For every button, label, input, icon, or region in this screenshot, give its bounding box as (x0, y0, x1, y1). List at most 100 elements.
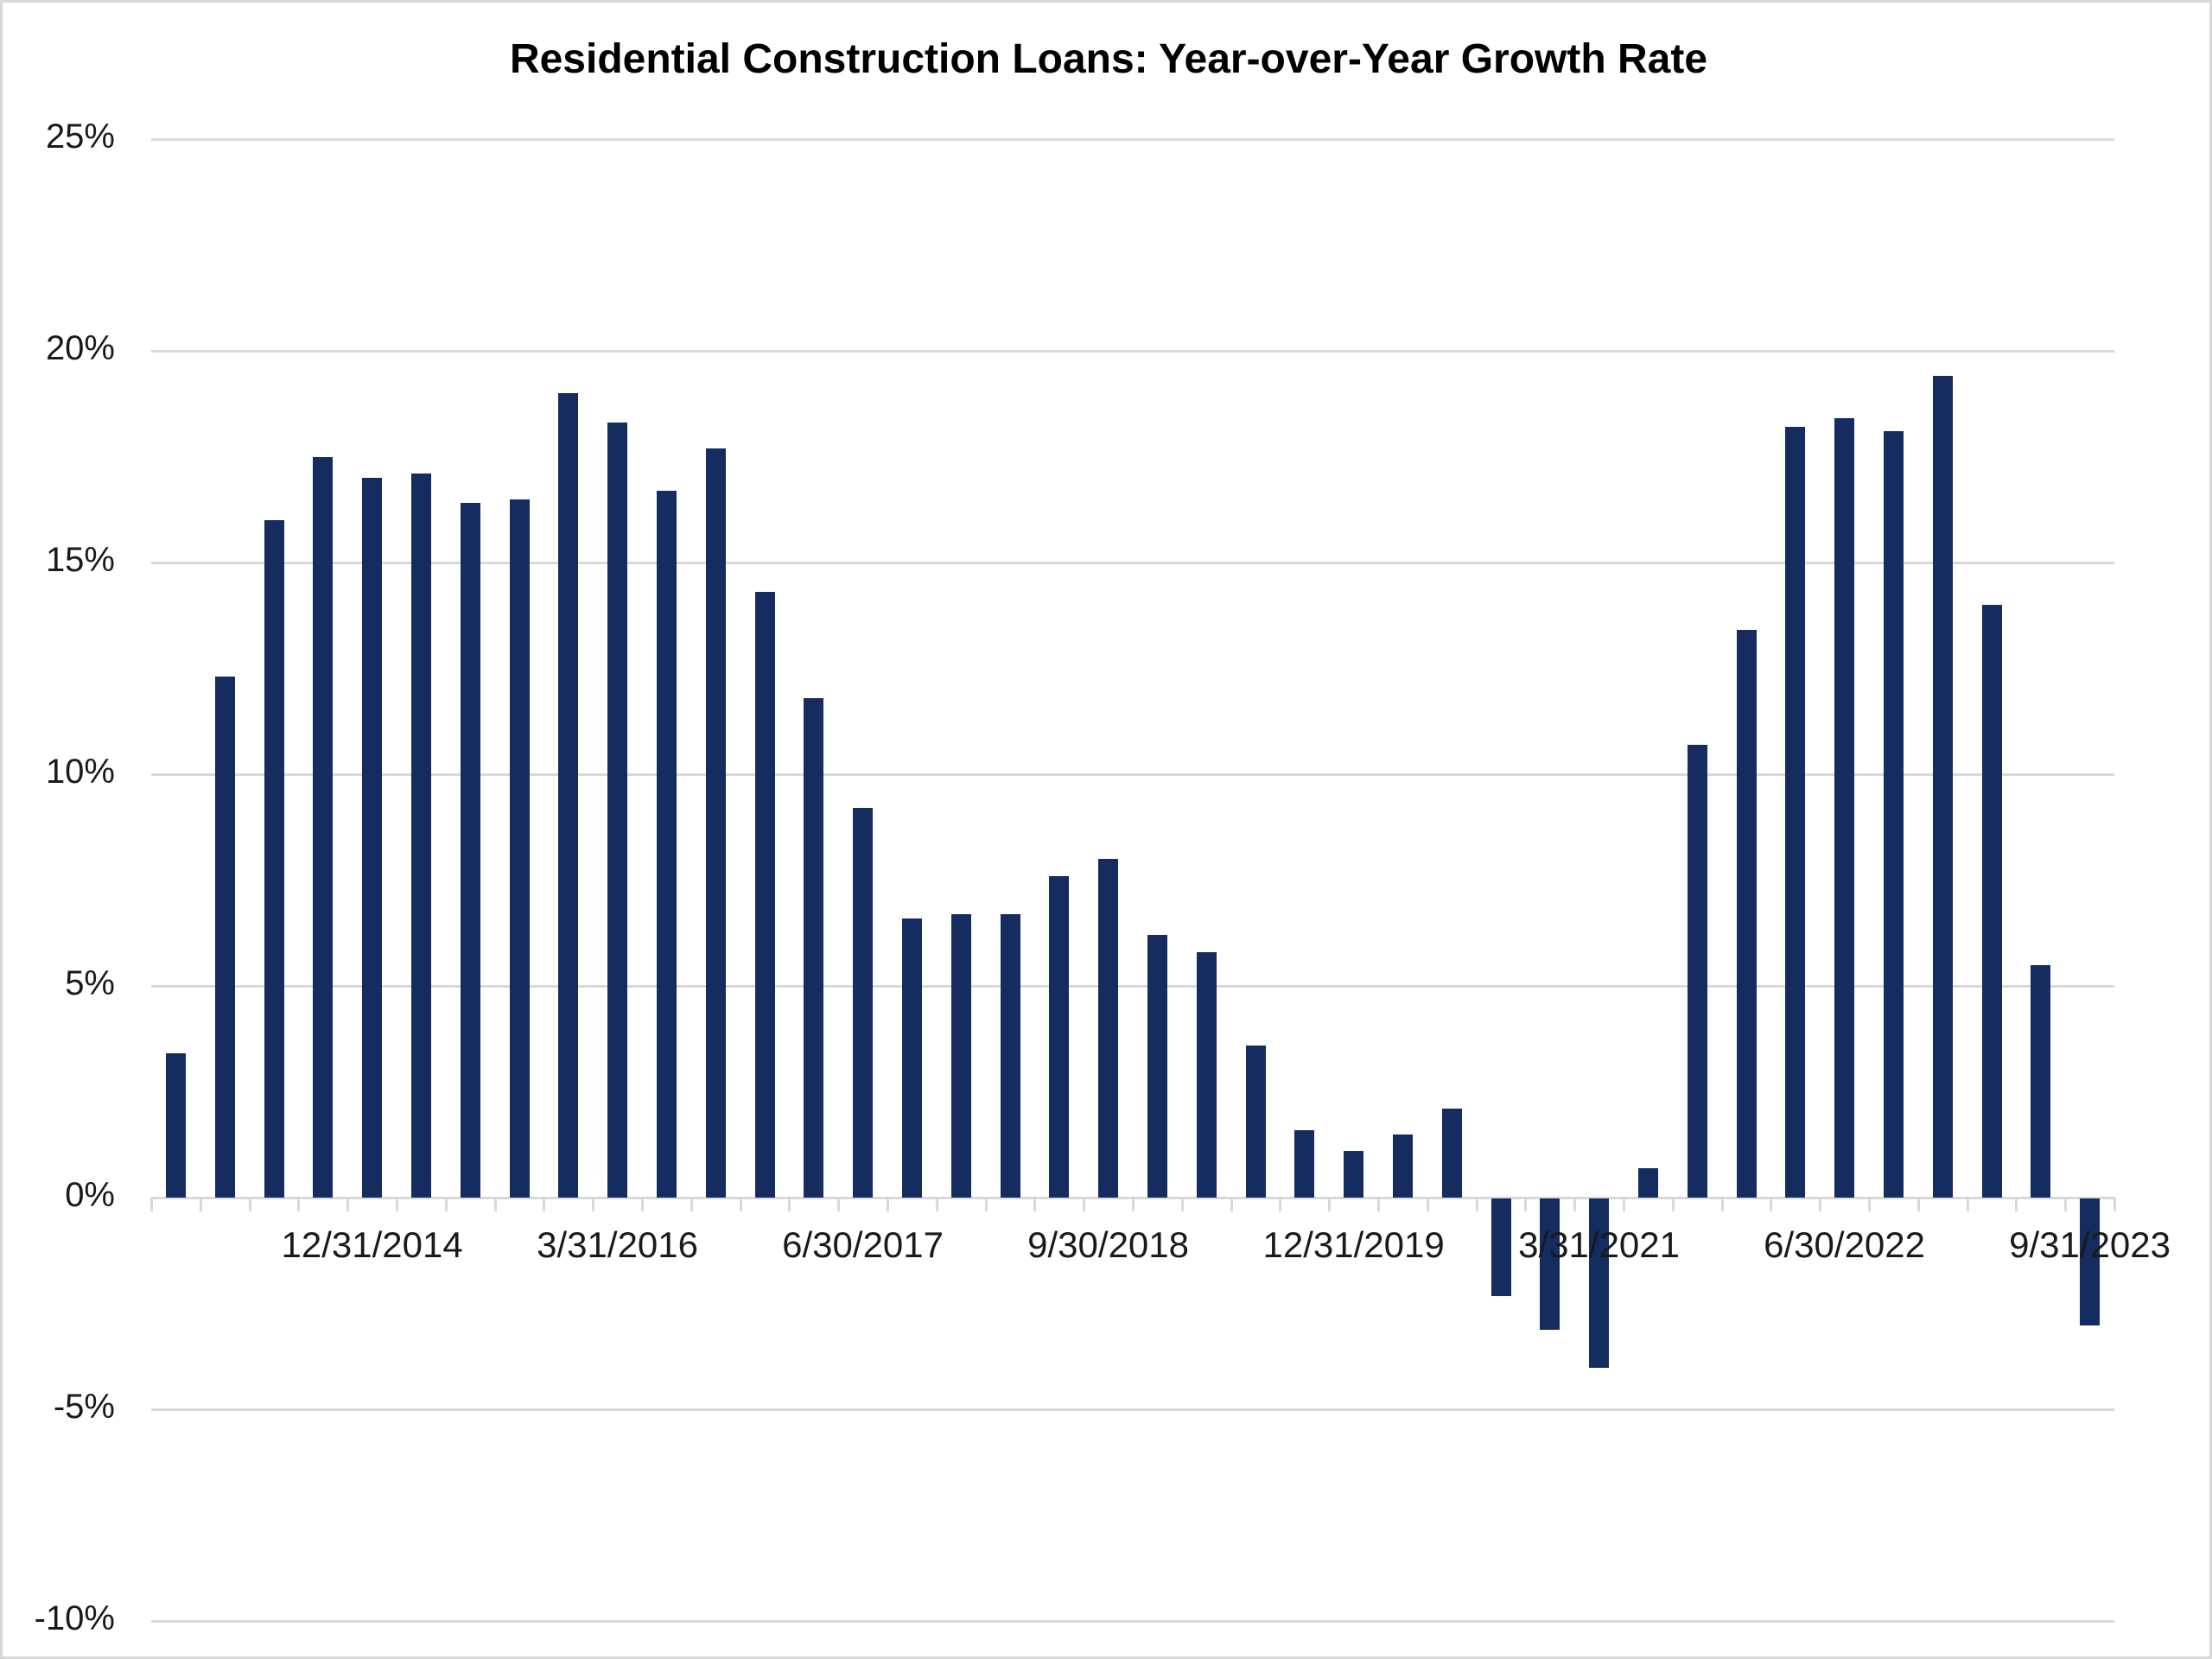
x-axis-tick (2113, 1198, 2116, 1211)
gridline (151, 350, 2114, 353)
x-axis-tick (1916, 1198, 1920, 1211)
bar (901, 918, 922, 1198)
gridline (151, 562, 2114, 564)
bar (165, 1053, 186, 1198)
y-axis-tick-label: 20% (45, 329, 115, 367)
x-axis-tick (2064, 1198, 2068, 1211)
bar (1637, 1167, 1658, 1198)
bar (509, 499, 530, 1198)
x-axis-tick (2015, 1198, 2018, 1211)
x-axis-tick (788, 1198, 791, 1211)
bar (264, 520, 284, 1198)
bar (1344, 1151, 1364, 1198)
bar (656, 490, 677, 1198)
x-axis-tick (1230, 1198, 1233, 1211)
x-axis-tick (444, 1198, 448, 1211)
x-axis-tick (935, 1198, 938, 1211)
x-axis-tick (1573, 1198, 1577, 1211)
bar (1834, 418, 1855, 1198)
gridline (151, 138, 2114, 141)
bar (853, 808, 874, 1198)
x-axis-tick (1868, 1198, 1871, 1211)
x-axis-tick (1770, 1198, 1773, 1211)
x-axis-tick (1966, 1198, 1969, 1211)
bar (1392, 1134, 1413, 1198)
bar (1000, 913, 1020, 1198)
bar (460, 503, 480, 1198)
bar (705, 448, 726, 1198)
bar (1785, 427, 1806, 1198)
bar (1589, 1198, 1610, 1368)
bar (1491, 1198, 1511, 1296)
bar (1540, 1198, 1560, 1330)
gridline (151, 1620, 2114, 1623)
bar (754, 592, 775, 1198)
x-axis-tick (1720, 1198, 1724, 1211)
x-axis-tick (1819, 1198, 1822, 1211)
y-axis-tick-label: 5% (65, 964, 115, 1002)
x-axis-tick (1132, 1198, 1135, 1211)
y-axis-tick-label: 25% (45, 118, 115, 156)
y-axis-tick-label: 10% (45, 753, 115, 791)
x-axis-tick-label: 3/31/2021 (1518, 1224, 1681, 1265)
bar (214, 677, 235, 1198)
x-axis-tick-label: 6/30/2017 (782, 1224, 944, 1265)
bar (1687, 744, 1707, 1198)
x-axis-tick (1623, 1198, 1625, 1211)
bar (1883, 431, 1904, 1198)
bar (1932, 376, 1953, 1198)
gridline (151, 1408, 2114, 1411)
x-axis-tick-label: 9/30/2018 (1027, 1224, 1190, 1265)
x-axis-tick (837, 1198, 841, 1211)
x-axis-tick (690, 1198, 693, 1211)
x-axis-tick (1279, 1198, 1282, 1211)
bar (1196, 951, 1217, 1198)
x-axis-tick (346, 1198, 350, 1211)
x-axis-tick-label: 12/31/2019 (1262, 1224, 1445, 1265)
x-axis-tick (1475, 1198, 1478, 1211)
bar (1147, 935, 1167, 1198)
bar (313, 456, 334, 1198)
bar (1981, 605, 2002, 1198)
x-axis-tick (1426, 1198, 1429, 1211)
x-axis-tick (1328, 1198, 1332, 1211)
bar (2080, 1198, 2101, 1325)
x-axis-tick (739, 1198, 742, 1211)
chart-title: Residential Construction Loans: Year-ove… (509, 36, 1708, 82)
x-axis-tick (592, 1198, 595, 1211)
x-axis-tick-label: 9/31/2023 (2009, 1224, 2171, 1265)
bar (1245, 1045, 1266, 1198)
x-axis-tick (1671, 1198, 1675, 1211)
y-axis-tick-label: 0% (65, 1176, 115, 1214)
x-axis-tick (887, 1198, 889, 1211)
x-axis-tick-label: 3/31/2016 (537, 1224, 699, 1265)
bar (1441, 1109, 1462, 1198)
x-axis-tick (493, 1198, 497, 1211)
y-axis-tick-label: 15% (45, 541, 115, 579)
bar (362, 478, 383, 1198)
bar (410, 474, 431, 1198)
y-axis-tick-label: -10% (34, 1599, 115, 1637)
bar (950, 913, 971, 1198)
x-axis-tick-label: 12/31/2014 (281, 1224, 463, 1265)
x-axis-tick (150, 1198, 153, 1211)
x-axis-tick (984, 1198, 988, 1211)
bar (2031, 964, 2051, 1198)
x-axis-tick (1033, 1198, 1037, 1211)
x-axis-tick (1377, 1198, 1380, 1211)
bar (607, 423, 628, 1198)
bar (1049, 875, 1070, 1198)
x-axis-tick (543, 1198, 546, 1211)
x-axis-tick (1524, 1198, 1528, 1211)
x-axis-tick (1083, 1198, 1086, 1211)
bar (558, 393, 579, 1198)
x-axis-tick (199, 1198, 202, 1211)
x-axis-tick-label: 6/30/2022 (1764, 1224, 1926, 1265)
x-axis-tick (1180, 1198, 1184, 1211)
y-axis-tick-label: -5% (53, 1388, 115, 1426)
x-axis-tick (641, 1198, 644, 1211)
bar (804, 697, 824, 1198)
bar (1098, 859, 1119, 1198)
gridline (151, 985, 2114, 988)
